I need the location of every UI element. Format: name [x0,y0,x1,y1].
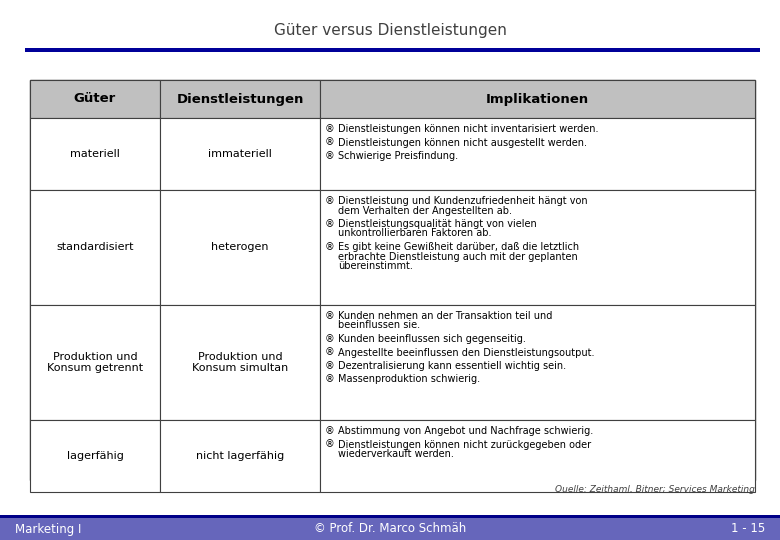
Text: immateriell: immateriell [208,149,272,159]
Text: Güter: Güter [74,92,116,105]
Bar [160,305,320,420]
Text: Dezentralisierung kann essentiell wichtig sein.: Dezentralisierung kann essentiell wichti… [338,361,566,371]
Bar [160,190,320,305]
Bar [30,80,755,480]
Text: ®: ® [325,138,335,147]
Text: 1 - 15: 1 - 15 [731,523,765,536]
Text: ®: ® [325,426,335,436]
Bar [30,190,160,305]
Text: nicht lagerfähig: nicht lagerfähig [196,451,284,461]
Text: Kunden nehmen an der Transaktion teil und: Kunden nehmen an der Transaktion teil un… [338,311,552,321]
Text: Produktion und
Konsum getrennt: Produktion und Konsum getrennt [47,352,143,373]
Text: Güter versus Dienstleistungen: Güter versus Dienstleistungen [274,23,506,37]
Bar [30,80,160,118]
Bar [320,80,755,118]
Text: unkontrollierbaren Faktoren ab.: unkontrollierbaren Faktoren ab. [338,228,491,239]
Bar [0,518,780,540]
Text: Implikationen: Implikationen [486,92,589,105]
Text: Produktion und
Konsum simultan: Produktion und Konsum simultan [192,352,288,373]
Text: übereinstimmt.: übereinstimmt. [338,261,413,271]
Text: Dienstleistungen: Dienstleistungen [176,92,303,105]
Text: ®: ® [325,440,335,449]
Text: Dienstleistung und Kundenzufriedenheit hängt von: Dienstleistung und Kundenzufriedenheit h… [338,196,587,206]
Text: Marketing I: Marketing I [15,523,81,536]
Text: ®: ® [325,151,335,161]
Text: standardisiert: standardisiert [56,242,133,253]
Bar [160,420,320,492]
Text: Es gibt keine Gewißheit darüber, daß die letztlich: Es gibt keine Gewißheit darüber, daß die… [338,242,579,252]
Text: heterogen: heterogen [211,242,269,253]
Text: ®: ® [325,124,335,134]
Text: Dienstleistungen können nicht ausgestellt werden.: Dienstleistungen können nicht ausgestell… [338,138,587,147]
Text: © Prof. Dr. Marco Schmäh: © Prof. Dr. Marco Schmäh [314,523,466,536]
Text: Dienstleistungsqualität hängt von vielen: Dienstleistungsqualität hängt von vielen [338,219,537,229]
Bar [30,420,160,492]
Text: beeinflussen sie.: beeinflussen sie. [338,321,420,330]
Text: materiell: materiell [70,149,120,159]
Text: Dienstleistungen können nicht inventarisiert werden.: Dienstleistungen können nicht inventaris… [338,124,598,134]
Text: Quelle: Zeithaml, Bitner; Services Marketing: Quelle: Zeithaml, Bitner; Services Marke… [555,485,755,494]
Text: dem Verhalten der Angestellten ab.: dem Verhalten der Angestellten ab. [338,206,512,215]
Text: Angestellte beeinflussen den Dienstleistungsoutput.: Angestellte beeinflussen den Dienstleist… [338,348,594,357]
Bar [30,305,160,420]
Text: Abstimmung von Angebot und Nachfrage schwierig.: Abstimmung von Angebot und Nachfrage sch… [338,426,594,436]
Bar [160,118,320,190]
Text: ®: ® [325,361,335,371]
Text: erbrachte Dienstleistung auch mit der geplanten: erbrachte Dienstleistung auch mit der ge… [338,252,578,261]
Bar [160,80,320,118]
Bar [30,118,160,190]
Text: wiederverkauft werden.: wiederverkauft werden. [338,449,454,459]
Text: ®: ® [325,375,335,384]
Text: Massenproduktion schwierig.: Massenproduktion schwierig. [338,375,480,384]
Text: lagerfähig: lagerfähig [66,451,123,461]
Bar [0,515,780,518]
Text: ®: ® [325,242,335,252]
Bar [320,305,755,420]
Text: ®: ® [325,311,335,321]
Text: ®: ® [325,196,335,206]
Text: Kunden beeinflussen sich gegenseitig.: Kunden beeinflussen sich gegenseitig. [338,334,526,344]
Bar [320,190,755,305]
Text: Dienstleistungen können nicht zurückgegeben oder: Dienstleistungen können nicht zurückgege… [338,440,591,449]
Text: ®: ® [325,219,335,229]
Bar [320,118,755,190]
Text: ®: ® [325,348,335,357]
Bar [25,48,760,52]
Bar [320,420,755,492]
Text: Schwierige Preisfindung.: Schwierige Preisfindung. [338,151,458,161]
Text: ®: ® [325,334,335,344]
